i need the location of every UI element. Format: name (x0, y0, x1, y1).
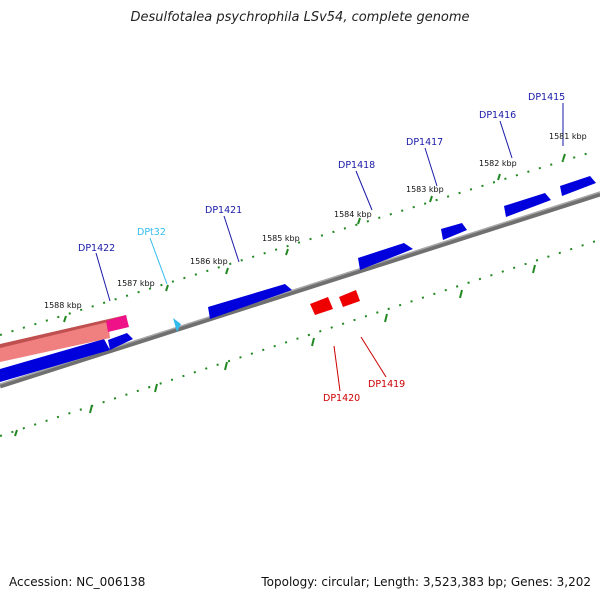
scale-label: 1587 kbp (117, 279, 155, 288)
gene-label-dp1416[interactable]: DP1416 (479, 110, 516, 121)
genome-backbone (0, 191, 600, 389)
outer-tick-ruler (0, 151, 593, 336)
gene-label-dp1415[interactable]: DP1415 (528, 92, 565, 103)
gene-dp1422-shape[interactable] (108, 333, 133, 350)
scale-label: 1588 kbp (44, 301, 82, 310)
gene-left-forward-shape[interactable] (0, 339, 110, 382)
gene-dp1418-shape[interactable] (358, 243, 413, 270)
gene-label-dp1421[interactable]: DP1421 (205, 205, 242, 216)
outer-major-ticks (63, 153, 566, 323)
gene-label-dp1418[interactable]: DP1418 (338, 160, 375, 171)
inner-tick-ruler (0, 240, 597, 437)
label-leaders (95, 103, 564, 392)
reverse-genes (310, 290, 360, 315)
gene-dp1421-shape[interactable] (208, 284, 292, 319)
scale-label: 1581 kbp (549, 132, 587, 141)
scale-label: 1582 kbp (479, 159, 517, 168)
gene-dp1417-shape[interactable] (441, 223, 467, 240)
scale-label: 1586 kbp (190, 257, 228, 266)
gene-dp1416-shape[interactable] (504, 193, 551, 217)
gene-labels: DP1415 DP1416 DP1417 DP1418 DP1419 DP142… (78, 92, 565, 404)
scale-label: 1584 kbp (334, 210, 372, 219)
gene-label-dp1417[interactable]: DP1417 (406, 137, 443, 148)
gene-label-dp1420[interactable]: DP1420 (323, 393, 360, 404)
gene-label-dpt32[interactable]: DPt32 (137, 227, 166, 238)
inner-major-ticks (14, 264, 536, 437)
highlight-region (0, 315, 129, 362)
gene-dp1420-shape[interactable] (310, 297, 333, 315)
gene-label-dp1419[interactable]: DP1419 (368, 379, 405, 390)
gene-dpt32-shape[interactable] (173, 318, 181, 332)
map-title: Desulfotalea psychrophila LSv54, complet… (130, 10, 470, 25)
scale-label: 1585 kbp (262, 234, 300, 243)
scale-labels: 1581 kbp 1582 kbp 1583 kbp 1584 kbp 1585… (44, 132, 587, 310)
forward-genes (0, 176, 596, 382)
gene-label-dp1422[interactable]: DP1422 (78, 243, 115, 254)
gene-dp1415-shape[interactable] (560, 176, 596, 196)
scale-label: 1583 kbp (406, 185, 444, 194)
gene-dp1419-shape[interactable] (339, 290, 360, 307)
genome-summary: Topology: circular; Length: 3,523,383 bp… (261, 575, 591, 589)
accession-label: Accession: NC_006138 (9, 575, 146, 589)
